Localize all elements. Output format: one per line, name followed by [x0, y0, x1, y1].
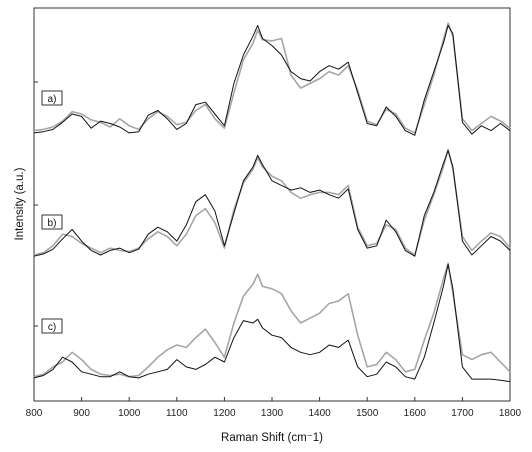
- panel-labels: a) b) c): [41, 90, 63, 334]
- panel-label-text: b): [48, 218, 57, 229]
- panel-label-box: [41, 214, 63, 230]
- panel-label-text: c): [48, 322, 56, 333]
- x-tick-label: 1600: [404, 408, 427, 419]
- x-tick-label: 1200: [213, 408, 236, 419]
- panel-label-c: c): [41, 318, 63, 334]
- panel-label-box: [41, 318, 63, 334]
- spectrum-c-dark: [33, 263, 511, 383]
- x-tick-label: 900: [73, 408, 90, 419]
- x-tick-label: 1000: [118, 408, 141, 419]
- x-tick-label: 1800: [499, 408, 522, 419]
- spectrum-b-light: [33, 148, 511, 256]
- x-tick-label: 1100: [166, 408, 188, 419]
- x-tick-label: 1400: [308, 408, 331, 419]
- plot-frame: [33, 7, 511, 402]
- x-tick-label: 800: [26, 408, 43, 419]
- x-tick-label: 1300: [261, 408, 284, 419]
- y-axis-ticks: [34, 81, 38, 327]
- y-axis-title: Intensity (a.u.): [14, 167, 26, 240]
- spectrum-c-light: [33, 262, 511, 378]
- x-tick-label: 1700: [451, 408, 474, 419]
- x-axis-ticks: 800 900 1000 1100 1200 1300 1400 1500 1600 1700 18…: [26, 397, 522, 419]
- panel-label-b: b): [41, 214, 63, 230]
- panel-label-text: a): [48, 94, 57, 105]
- spectra-series: [33, 22, 511, 383]
- x-tick-label: 1500: [356, 408, 379, 419]
- panel-label-box: [41, 90, 63, 106]
- panel-label-a: a): [41, 90, 63, 106]
- spectrum-a-dark: [33, 25, 511, 136]
- x-axis-title: Raman Shift (cm⁻1): [221, 432, 323, 444]
- spectrum-a-light: [33, 22, 511, 134]
- spectrum-b-dark: [33, 150, 511, 257]
